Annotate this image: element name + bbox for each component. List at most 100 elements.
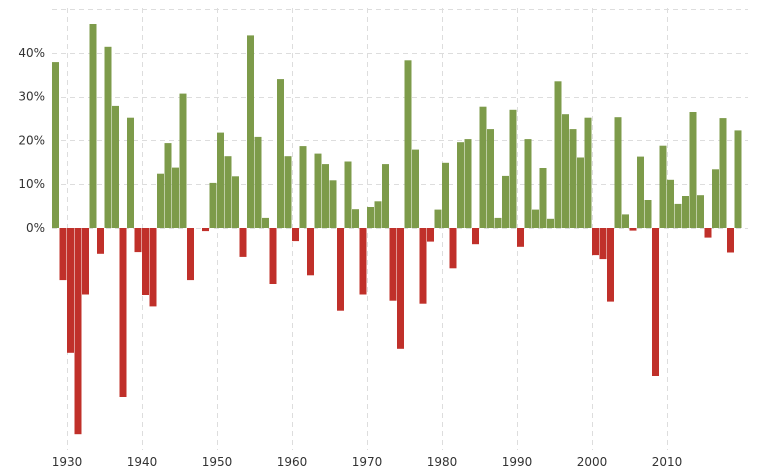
bar-1968 xyxy=(352,209,359,228)
bar-1979 xyxy=(434,209,442,228)
bar-1959 xyxy=(284,156,292,228)
bar-1958 xyxy=(277,79,284,228)
bar-1956 xyxy=(262,217,269,228)
bar-1949 xyxy=(209,182,217,228)
bar-2001 xyxy=(599,228,607,260)
bar-2011 xyxy=(674,203,682,228)
bar-1980 xyxy=(442,162,449,228)
x-tick-label: 2010 xyxy=(652,455,683,469)
bar-1989 xyxy=(509,109,517,228)
bar-1951 xyxy=(224,156,232,228)
x-tick-label: 1980 xyxy=(427,455,458,469)
bar-2006 xyxy=(637,156,644,228)
bar-1929 xyxy=(59,228,67,281)
bar-2015 xyxy=(704,228,712,238)
bar-1936 xyxy=(112,105,119,228)
y-tick-label: 0% xyxy=(26,221,45,235)
bar-1948 xyxy=(202,228,209,232)
y-tick-label: 20% xyxy=(18,133,45,147)
bar-1960 xyxy=(292,228,299,242)
x-tick-label: 1940 xyxy=(127,455,158,469)
bar-1935 xyxy=(104,46,112,228)
bar-1942 xyxy=(157,173,164,228)
bar-2016 xyxy=(712,169,719,228)
bar-1950 xyxy=(217,132,224,228)
bar-1955 xyxy=(254,136,262,228)
bar-1928 xyxy=(52,62,59,228)
bar-2008 xyxy=(652,228,659,376)
bar-1965 xyxy=(329,180,337,228)
y-tick-label: 10% xyxy=(18,177,45,191)
y-tick-label: 40% xyxy=(18,46,45,60)
bar-1938 xyxy=(127,117,134,228)
bar-1954 xyxy=(247,35,254,229)
bar-1977 xyxy=(419,228,427,304)
bar-2013 xyxy=(689,112,697,228)
y-axis-labels: 0% 10% 20% 30% 40% xyxy=(18,46,45,235)
bar-1952 xyxy=(232,176,239,228)
bar-1931 xyxy=(74,228,82,435)
bar-1946 xyxy=(187,228,194,281)
bar-1994 xyxy=(547,218,554,228)
bar-2002 xyxy=(607,228,614,302)
bar-1992 xyxy=(532,209,539,228)
bar-1995 xyxy=(554,81,562,228)
bar-1943 xyxy=(164,143,172,228)
x-axis-labels: 1930 1940 1950 1960 1970 1980 1990 2000 2010 xyxy=(52,455,683,469)
bar-1945 xyxy=(179,93,187,228)
bar-1932 xyxy=(82,228,89,295)
bar-1985 xyxy=(479,106,487,228)
bar-1988 xyxy=(502,175,509,228)
bar-1930 xyxy=(67,228,74,353)
bar-2019 xyxy=(734,130,742,228)
bar-1962 xyxy=(307,228,314,276)
x-tick-label: 1990 xyxy=(502,455,533,469)
x-tick-label: 1960 xyxy=(277,455,308,469)
bar-1997 xyxy=(569,129,577,228)
bar-2004 xyxy=(622,214,629,228)
bar-1993 xyxy=(539,168,547,228)
bar-1996 xyxy=(562,114,569,228)
bar-1973 xyxy=(389,228,397,301)
bar-2017 xyxy=(719,118,727,228)
bar-2005 xyxy=(629,228,637,231)
bar-1934 xyxy=(97,228,104,254)
bar-1999 xyxy=(584,117,592,228)
bar-1974 xyxy=(397,228,404,349)
bar-1966 xyxy=(337,228,344,311)
bar-2014 xyxy=(697,195,704,228)
bar-2000 xyxy=(592,228,599,256)
bar-1987 xyxy=(494,217,502,228)
bar-1972 xyxy=(382,164,389,228)
bar-2009 xyxy=(659,145,667,228)
bar-2007 xyxy=(644,200,652,228)
bar-1961 xyxy=(299,146,307,228)
bar-1971 xyxy=(374,201,382,228)
bar-1981 xyxy=(449,228,457,269)
bar-1944 xyxy=(172,167,179,228)
bar-1957 xyxy=(269,228,277,284)
bar-2003 xyxy=(614,117,622,228)
bar-1978 xyxy=(427,228,434,242)
bar-1990 xyxy=(517,228,524,247)
bar-2018 xyxy=(727,228,734,253)
bar-1998 xyxy=(577,157,584,228)
bar-1939 xyxy=(134,228,142,253)
x-tick-label: 1930 xyxy=(52,455,83,469)
bar-1953 xyxy=(239,228,247,257)
bar-1986 xyxy=(487,129,494,228)
bar-1967 xyxy=(344,161,352,228)
bar-1976 xyxy=(412,149,419,228)
bar-1982 xyxy=(457,142,464,228)
bar-1975 xyxy=(404,60,412,228)
x-tick-label: 1970 xyxy=(352,455,383,469)
y-tick-label: 30% xyxy=(18,90,45,104)
bar-1964 xyxy=(322,164,329,228)
bar-1969 xyxy=(359,228,367,295)
bar-1937 xyxy=(119,228,127,397)
bar-1933 xyxy=(89,24,97,228)
bar-1940 xyxy=(142,228,149,295)
x-tick-label: 2000 xyxy=(577,455,608,469)
bar-2012 xyxy=(682,196,689,228)
